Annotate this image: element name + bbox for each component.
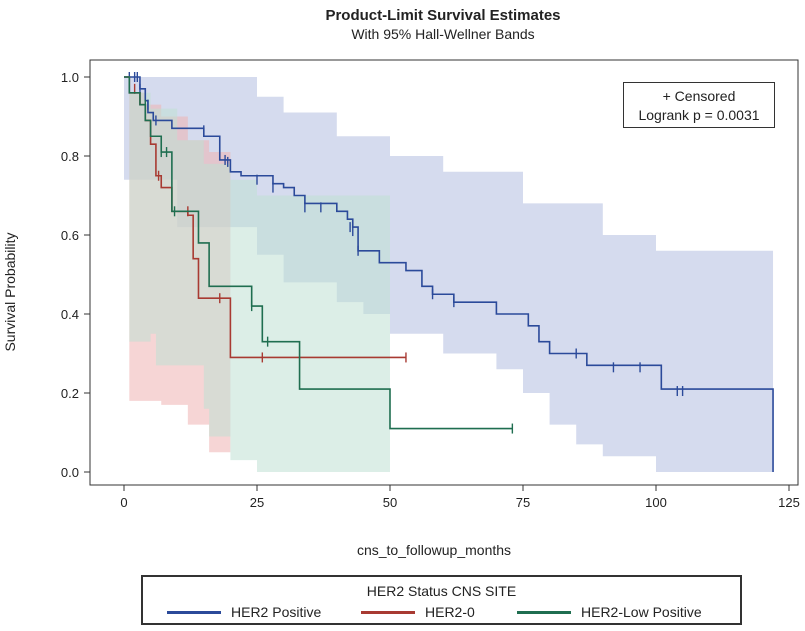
y-tick-label: 0.2 <box>61 386 79 401</box>
logrank-annotation: + Censored Logrank p = 0.0031 <box>623 82 775 128</box>
x-tick-label: 100 <box>645 495 667 510</box>
y-tick-label: 0.4 <box>61 307 79 322</box>
plot-frame <box>89 59 799 486</box>
legend-label-her2-0: HER2-0 <box>425 604 475 620</box>
y-tick-label: 0.8 <box>61 149 79 164</box>
legend: HER2 Status CNS SITE HER2 Positive HER2-… <box>141 575 742 625</box>
x-tick-label: 25 <box>250 495 264 510</box>
x-tick-label: 125 <box>778 495 800 510</box>
legend-title: HER2 Status CNS SITE <box>366 583 517 599</box>
legend-item-her2-0: HER2-0 <box>361 604 475 620</box>
y-tick-label: 1.0 <box>61 70 79 85</box>
x-tick-label: 50 <box>383 495 397 510</box>
y-tick-label: 0.6 <box>61 228 79 243</box>
logrank-note: Logrank p = 0.0031 <box>638 107 760 123</box>
legend-label-her2-low: HER2-Low Positive <box>581 604 702 620</box>
x-axis-label: cns_to_followup_months <box>357 542 511 558</box>
chart-title: Product-Limit Survival Estimates <box>325 7 560 24</box>
censored-note: + Censored <box>662 88 736 104</box>
legend-swatch-her2-0 <box>361 610 415 614</box>
chart-subtitle: With 95% Hall-Wellner Bands <box>351 26 534 42</box>
x-tick-label: 75 <box>516 495 530 510</box>
legend-item-her2-low: HER2-Low Positive <box>517 604 702 620</box>
x-tick-label: 0 <box>120 495 127 510</box>
legend-swatch-her2-low <box>517 610 571 614</box>
y-tick-label: 0.0 <box>61 465 79 480</box>
legend-label-her2-positive: HER2 Positive <box>231 604 322 620</box>
band-her2-positive <box>124 77 774 472</box>
band-her2-low-positive <box>129 92 390 473</box>
legend-swatch-her2-positive <box>167 610 221 614</box>
curve-her2-low-positive <box>124 76 513 430</box>
legend-item-her2-positive: HER2 Positive <box>167 604 321 620</box>
curve-her2-positive <box>124 76 774 472</box>
y-axis-label: Survival Probability <box>2 232 18 351</box>
